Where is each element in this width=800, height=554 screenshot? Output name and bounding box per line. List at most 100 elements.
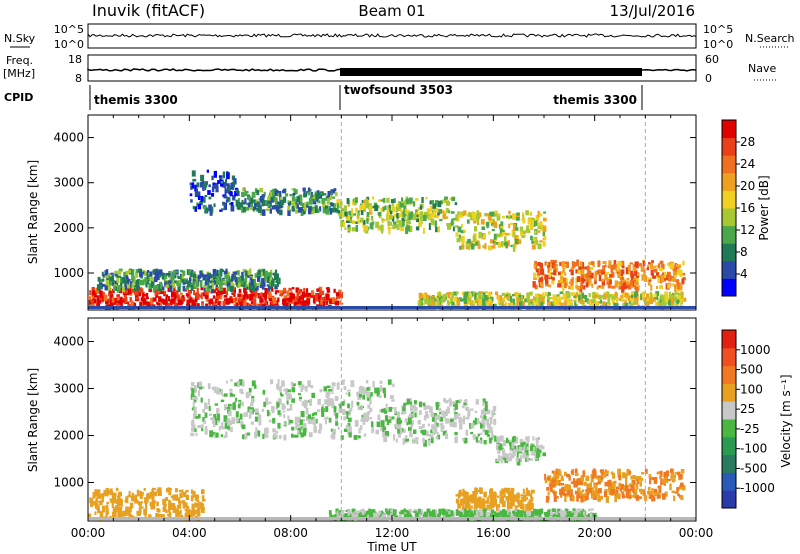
heat-cell bbox=[177, 504, 182, 509]
heat-cell bbox=[640, 265, 644, 272]
heat-cell bbox=[594, 474, 597, 479]
heat-cell bbox=[374, 204, 379, 212]
heat-cell bbox=[628, 298, 632, 302]
heat-cell bbox=[590, 508, 594, 511]
heat-cell bbox=[212, 301, 215, 308]
freq-right-top-tick: 60 bbox=[705, 53, 719, 66]
heat-cell bbox=[487, 231, 491, 235]
heat-cell bbox=[552, 301, 555, 305]
heat-cell bbox=[305, 387, 308, 392]
heat-cell bbox=[339, 214, 343, 219]
heat-cell bbox=[677, 471, 680, 475]
heat-cell bbox=[634, 300, 638, 305]
heat-cell bbox=[108, 293, 111, 297]
heat-cell bbox=[197, 414, 201, 419]
heat-cell bbox=[507, 240, 510, 247]
heat-cell bbox=[496, 436, 501, 443]
heat-cell bbox=[322, 193, 327, 196]
heat-cell bbox=[165, 294, 169, 298]
heat-cell bbox=[422, 423, 425, 428]
heat-cell bbox=[585, 273, 589, 278]
heat-cell bbox=[635, 482, 639, 490]
heat-cell bbox=[604, 274, 608, 280]
heat-cell bbox=[202, 386, 205, 389]
heat-cell bbox=[230, 202, 234, 206]
heat-cell bbox=[584, 495, 588, 501]
heat-cell bbox=[442, 415, 446, 419]
heat-cell bbox=[335, 415, 338, 423]
heat-cell bbox=[566, 473, 570, 478]
heat-cell bbox=[248, 414, 252, 419]
heat-cell bbox=[148, 282, 152, 289]
heat-cell bbox=[518, 301, 523, 308]
heat-cell bbox=[463, 402, 467, 405]
heat-cell bbox=[538, 512, 542, 517]
heat-cell bbox=[553, 482, 556, 486]
heat-cell bbox=[587, 508, 592, 512]
heat-cell bbox=[500, 221, 504, 226]
heat-cell bbox=[273, 433, 276, 439]
heat-cell bbox=[324, 417, 327, 420]
heat-cell bbox=[488, 217, 491, 222]
heat-cell bbox=[618, 286, 622, 290]
heat-cell bbox=[586, 492, 590, 495]
heat-cell bbox=[138, 292, 141, 297]
heat-cell bbox=[358, 513, 362, 519]
heat-cell bbox=[447, 301, 451, 306]
heat-cell bbox=[193, 273, 197, 279]
heat-cell bbox=[444, 196, 448, 200]
heat-cell bbox=[302, 419, 305, 422]
heat-cell bbox=[343, 416, 346, 421]
heat-cell bbox=[348, 409, 352, 413]
heat-cell bbox=[668, 291, 672, 299]
heat-cell bbox=[427, 423, 430, 427]
heat-cell bbox=[409, 202, 412, 206]
heat-cell bbox=[331, 196, 335, 199]
heat-cell bbox=[554, 494, 557, 501]
heat-cell bbox=[381, 420, 385, 427]
heat-cell bbox=[325, 391, 330, 398]
heat-cell bbox=[112, 511, 116, 518]
heat-cell bbox=[389, 215, 393, 219]
heat-cell bbox=[674, 303, 677, 308]
heat-cell bbox=[576, 276, 581, 282]
heat-cell bbox=[396, 417, 401, 425]
heat-cell bbox=[208, 405, 211, 412]
heat-cell bbox=[483, 414, 486, 420]
heat-cell bbox=[328, 196, 332, 200]
heat-cell bbox=[91, 295, 95, 300]
heat-cell bbox=[189, 182, 193, 186]
heat-cell bbox=[539, 281, 543, 287]
heat-cell bbox=[152, 272, 156, 275]
heat-cell bbox=[266, 409, 270, 417]
heat-cell bbox=[222, 287, 226, 294]
heat-cell bbox=[373, 512, 376, 517]
heat-cell bbox=[189, 296, 192, 303]
heat-cell bbox=[348, 210, 352, 216]
heat-cell bbox=[190, 495, 194, 502]
heat-cell bbox=[392, 224, 396, 230]
heat-cell bbox=[238, 379, 243, 386]
heat-cell bbox=[304, 208, 308, 211]
heat-cell bbox=[442, 210, 445, 213]
heat-cell bbox=[226, 418, 230, 424]
heat-cell bbox=[583, 481, 587, 486]
heat-cell bbox=[245, 190, 249, 194]
heat-cell bbox=[375, 513, 379, 518]
heat-cell bbox=[515, 457, 519, 462]
heat-cell bbox=[286, 297, 290, 302]
heat-cell bbox=[632, 301, 636, 305]
heat-cell bbox=[234, 190, 238, 197]
heat-cell bbox=[254, 408, 259, 414]
heat-cell bbox=[290, 293, 294, 300]
heat-cell bbox=[296, 292, 300, 299]
heat-cell bbox=[354, 513, 359, 517]
heat-cell bbox=[182, 491, 187, 497]
heat-cell bbox=[151, 277, 155, 282]
heat-cell bbox=[633, 277, 636, 281]
heat-cell bbox=[502, 511, 507, 517]
heat-cell bbox=[560, 270, 564, 276]
heat-cell bbox=[621, 494, 625, 497]
heat-cell bbox=[412, 405, 416, 409]
heat-cell bbox=[574, 480, 579, 487]
